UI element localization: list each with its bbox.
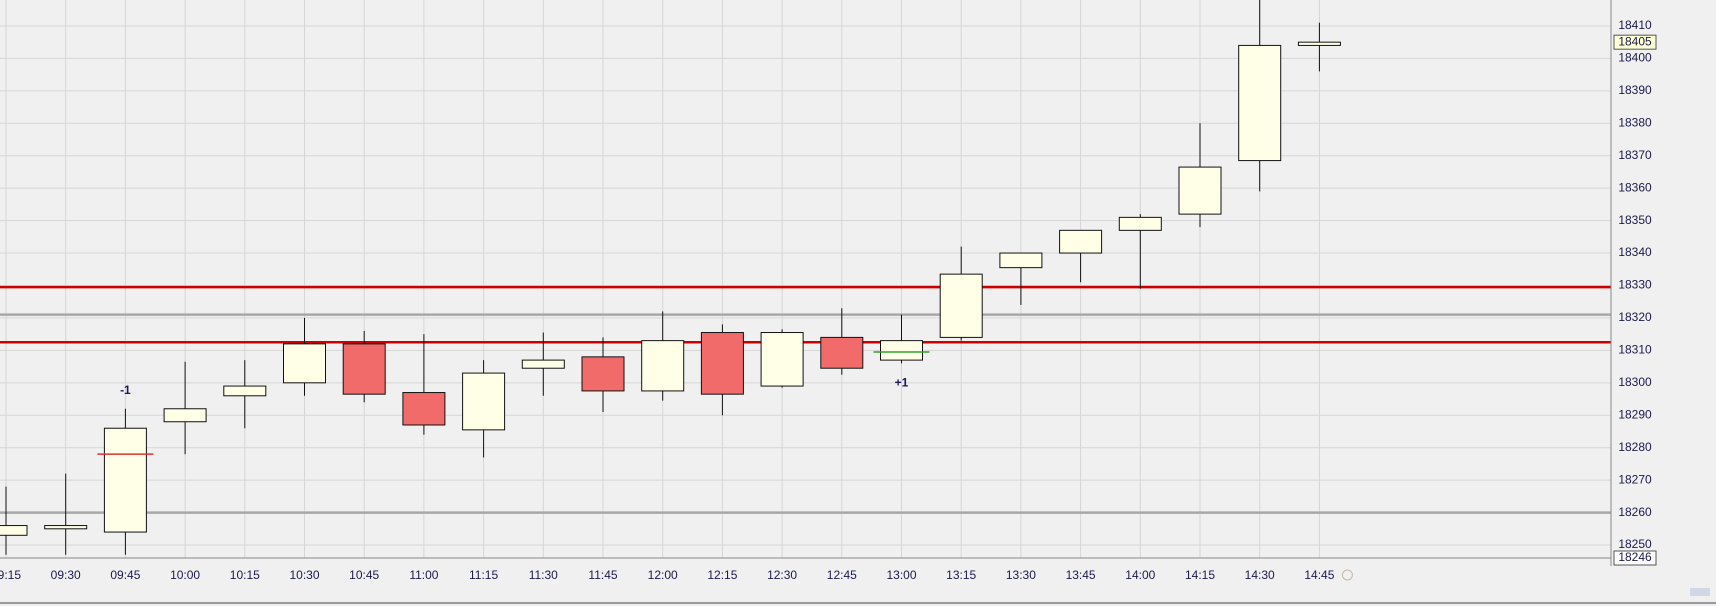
x-tick-label: 12:15 xyxy=(707,568,737,582)
y-tick-label: 18280 xyxy=(1618,440,1652,454)
x-tick-label: 09:45 xyxy=(110,568,140,582)
scroll-handle[interactable] xyxy=(1690,588,1710,596)
x-tick-label: 10:30 xyxy=(289,568,319,582)
y-tick-label: 18320 xyxy=(1618,310,1652,324)
candle-body xyxy=(163,408,207,423)
candle-body xyxy=(1118,216,1162,231)
candle-body xyxy=(581,356,625,392)
x-tick-label: 14:30 xyxy=(1245,568,1275,582)
x-tick-label: 12:45 xyxy=(827,568,857,582)
y-tick-label: 18250 xyxy=(1618,537,1652,551)
x-tick-label: 14:45 xyxy=(1304,568,1334,582)
bottom-price-box xyxy=(1613,550,1657,566)
candle-body xyxy=(700,332,744,395)
y-tick-label: 18260 xyxy=(1618,505,1652,519)
y-tick-label: 18290 xyxy=(1618,407,1652,421)
candle-body xyxy=(0,525,28,536)
candle-body xyxy=(283,343,326,384)
candle-body xyxy=(223,385,267,397)
axes: 18250 18260 18270 18280 18290 18300 18310 18320… xyxy=(0,0,1657,582)
candle-body xyxy=(820,336,864,369)
candle-body xyxy=(999,252,1043,269)
y-tick-label: 18310 xyxy=(1618,343,1652,357)
x-tick-label: 11:45 xyxy=(588,568,617,582)
x-tick-label: 11:15 xyxy=(469,568,498,582)
y-tick-label: 18410 xyxy=(1618,18,1652,32)
x-tick-label: 09:15 xyxy=(0,568,21,582)
y-tick-label: 18270 xyxy=(1618,472,1652,486)
candle-body xyxy=(1238,44,1282,162)
x-tick-label: 14:15 xyxy=(1185,568,1215,582)
x-tick-label: 12:00 xyxy=(648,568,678,582)
x-tick-label: 13:00 xyxy=(886,568,916,582)
x-tick-label: 12:30 xyxy=(767,568,797,582)
y-tick-label: 18380 xyxy=(1618,115,1652,129)
candle-body xyxy=(880,340,923,361)
trade-label: +1 xyxy=(895,376,909,390)
y-tick-label: 18370 xyxy=(1618,148,1652,162)
candle-body xyxy=(1059,229,1103,254)
y-tick-label: 18300 xyxy=(1618,375,1652,389)
y-tick-label: 18330 xyxy=(1618,278,1652,292)
last-price-label: 18405 xyxy=(1618,34,1652,48)
clock-icon xyxy=(1341,569,1353,581)
y-tick-label: 18360 xyxy=(1618,180,1652,194)
candle-body xyxy=(103,427,147,533)
y-tick-label: 18390 xyxy=(1618,83,1652,97)
last-price-box xyxy=(1613,34,1657,50)
x-tick-label: 09:30 xyxy=(51,568,81,582)
trade-label: -1 xyxy=(120,383,131,397)
candle-body xyxy=(342,343,386,395)
candle-body xyxy=(1178,166,1222,215)
x-tick-label: 13:45 xyxy=(1066,568,1096,582)
x-tick-label: 11:30 xyxy=(529,568,558,582)
levels xyxy=(0,285,1611,514)
y-tick-label: 18400 xyxy=(1618,51,1652,65)
x-tick-label: 10:00 xyxy=(170,568,200,582)
bottom-price-label: 18246 xyxy=(1618,550,1652,564)
x-tick-label: 14:00 xyxy=(1125,568,1155,582)
x-tick-label: 10:15 xyxy=(230,568,260,582)
candle-body xyxy=(760,332,804,387)
x-tick-label: 11:00 xyxy=(409,568,438,582)
candle-body xyxy=(44,525,88,530)
y-tick-label: 18350 xyxy=(1618,213,1652,227)
x-tick-label: 13:15 xyxy=(946,568,976,582)
x-tick-label: 10:45 xyxy=(349,568,379,582)
candle-body xyxy=(402,392,446,426)
candle-body xyxy=(939,273,983,338)
candles: -1 +1 xyxy=(0,0,1341,555)
candle-body xyxy=(521,359,565,369)
candle-body xyxy=(641,340,685,392)
x-tick-label: 13:30 xyxy=(1006,568,1036,582)
candle-body xyxy=(1297,41,1341,46)
candle-body xyxy=(462,372,506,431)
y-tick-label: 18340 xyxy=(1618,245,1652,259)
